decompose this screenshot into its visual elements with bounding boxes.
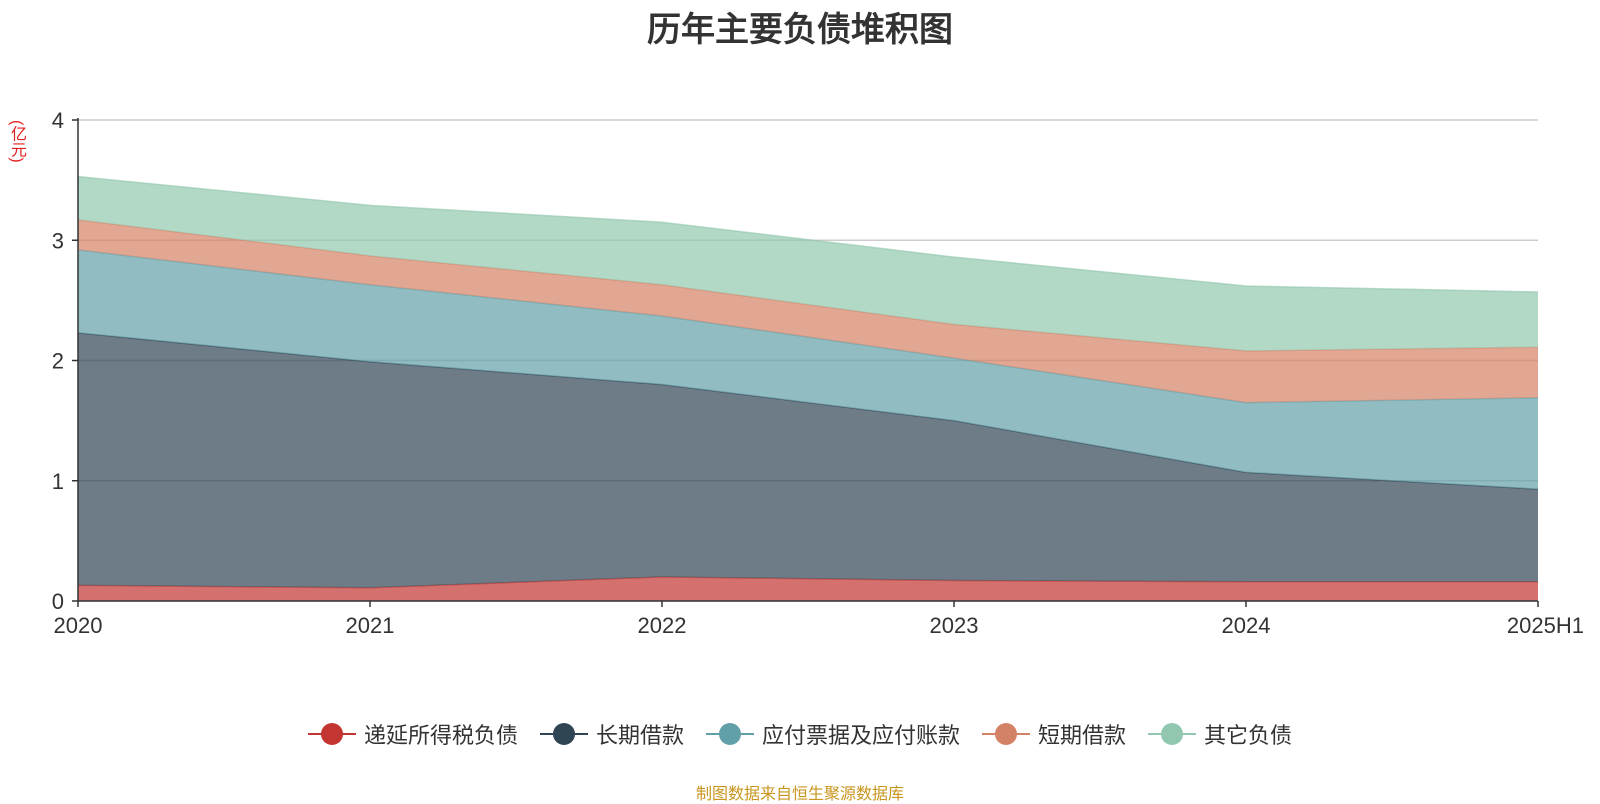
y-tick-label: 0 [52, 589, 64, 614]
x-tick-label: 2021 [346, 613, 395, 638]
area-chart: 0 1 2 3 4 2020 2021 2022 2023 2024 2025H1 [0, 0, 1600, 700]
legend-marker-icon [540, 722, 588, 746]
y-tick-label: 2 [52, 349, 64, 374]
legend-item[interactable]: 应付票据及应付账款 [706, 718, 960, 750]
legend-label: 递延所得税负债 [364, 718, 518, 750]
x-tick-label: 2020 [54, 613, 103, 638]
legend-label: 短期借款 [1038, 718, 1126, 750]
legend-item[interactable]: 其它负债 [1148, 718, 1292, 750]
legend-marker-icon [1148, 722, 1196, 746]
legend-marker-icon [706, 722, 754, 746]
legend-label: 其它负债 [1204, 718, 1292, 750]
y-tick-label: 4 [52, 108, 64, 133]
y-tick-label: 3 [52, 228, 64, 253]
legend-marker-icon [982, 722, 1030, 746]
y-tick-label: 1 [52, 469, 64, 494]
legend-item[interactable]: 递延所得税负债 [308, 718, 518, 750]
x-tick-label: 2022 [638, 613, 687, 638]
x-tick-label: 2024 [1222, 613, 1271, 638]
source-footnote: 制图数据来自恒生聚源数据库 [0, 780, 1600, 804]
legend: 递延所得税负债 长期借款 应付票据及应付账款 短期借款 其它负债 [0, 718, 1600, 750]
x-tick-label: 2025H1 [1507, 613, 1584, 638]
x-tick-label: 2023 [930, 613, 979, 638]
legend-label: 应付票据及应付账款 [762, 718, 960, 750]
legend-marker-icon [308, 722, 356, 746]
legend-item[interactable]: 短期借款 [982, 718, 1126, 750]
legend-item[interactable]: 长期借款 [540, 718, 684, 750]
legend-label: 长期借款 [596, 718, 684, 750]
